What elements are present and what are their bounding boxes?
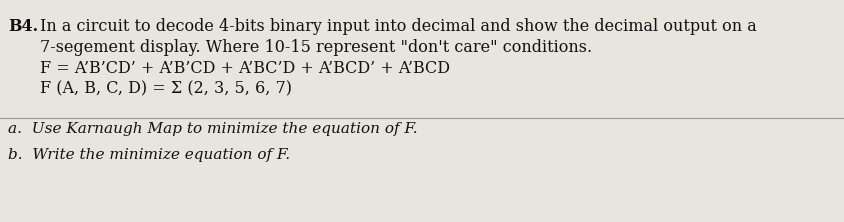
Text: a.  Use Karnaugh Map to minimize the equation of F.: a. Use Karnaugh Map to minimize the equa… bbox=[8, 122, 417, 136]
Text: In a circuit to decode 4-bits binary input into decimal and show the decimal out: In a circuit to decode 4-bits binary inp… bbox=[40, 18, 756, 35]
Text: F (A, B, C, D) = Σ (2, 3, 5, 6, 7): F (A, B, C, D) = Σ (2, 3, 5, 6, 7) bbox=[40, 80, 292, 97]
Text: B4.: B4. bbox=[8, 18, 38, 35]
Text: F = A’B’CD’ + A’B’CD + A’BC’D + A’BCD’ + A’BCD: F = A’B’CD’ + A’B’CD + A’BC’D + A’BCD’ +… bbox=[40, 60, 450, 77]
Text: 7-segement display. Where 10-15 represent "don't care" conditions.: 7-segement display. Where 10-15 represen… bbox=[40, 39, 592, 56]
Text: b.  Write the minimize equation of F.: b. Write the minimize equation of F. bbox=[8, 148, 289, 162]
